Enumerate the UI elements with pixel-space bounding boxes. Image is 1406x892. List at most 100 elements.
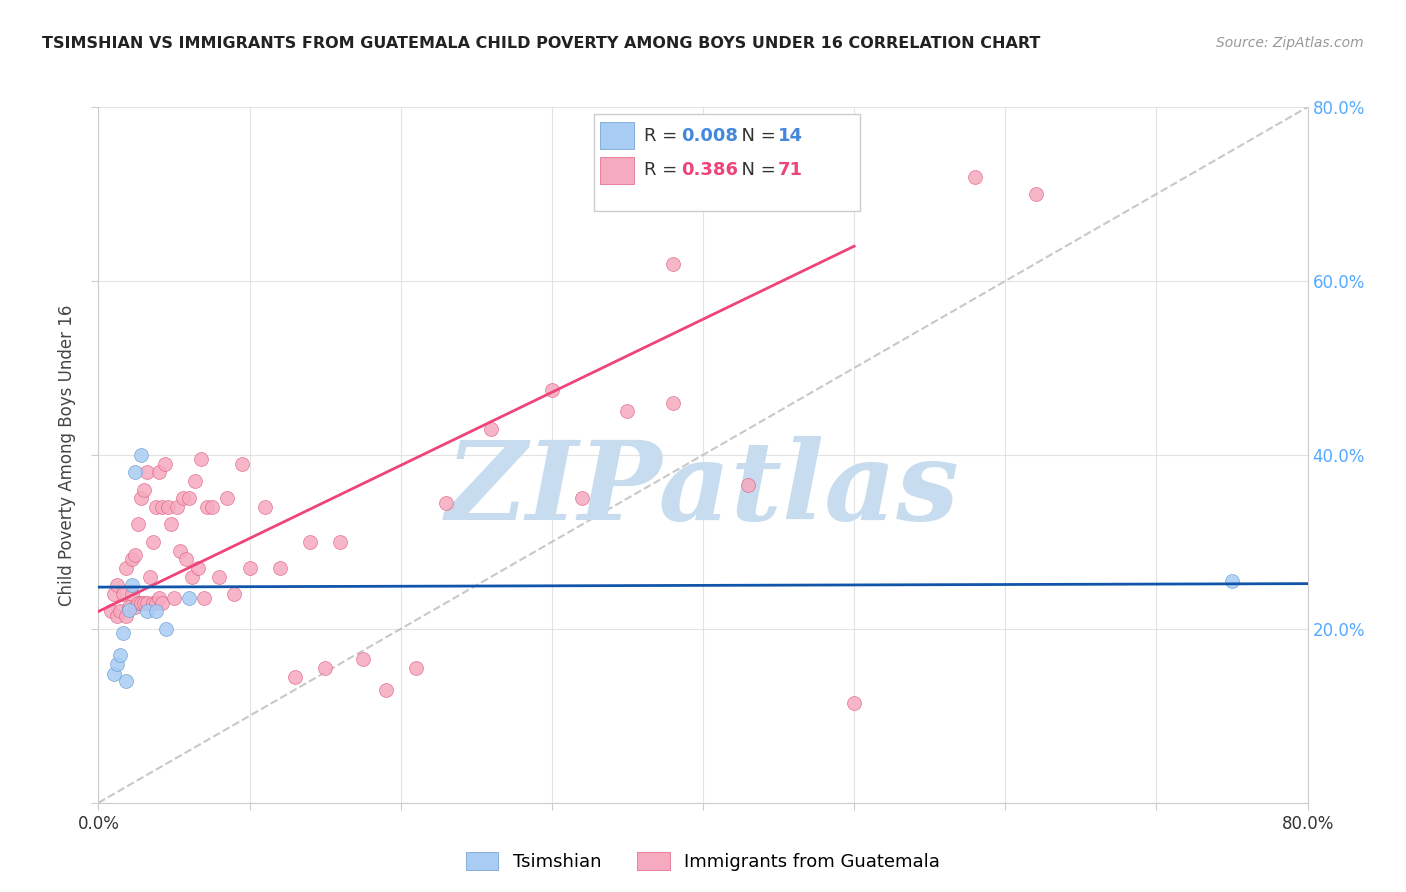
Text: 14: 14 xyxy=(778,127,803,145)
Point xyxy=(540,383,562,397)
Point xyxy=(662,396,685,410)
FancyBboxPatch shape xyxy=(595,114,860,211)
Point xyxy=(114,561,136,575)
Point xyxy=(179,491,201,506)
Point xyxy=(253,500,276,514)
Point xyxy=(156,500,179,514)
Y-axis label: Child Poverty Among Boys Under 16: Child Poverty Among Boys Under 16 xyxy=(58,304,76,606)
Point xyxy=(329,534,352,549)
Point xyxy=(737,478,759,492)
Point xyxy=(129,596,152,610)
Point xyxy=(132,483,155,497)
Point xyxy=(405,661,427,675)
Point xyxy=(127,596,149,610)
Point xyxy=(163,591,186,606)
Bar xyxy=(600,122,634,149)
Point xyxy=(129,491,152,506)
Point xyxy=(1220,574,1243,588)
Point xyxy=(139,570,162,584)
Point xyxy=(155,622,177,636)
Point xyxy=(434,496,457,510)
Point xyxy=(224,587,246,601)
Point xyxy=(195,500,218,514)
Point xyxy=(215,491,238,506)
Point xyxy=(172,491,194,506)
Point xyxy=(148,466,170,480)
Point xyxy=(124,548,146,562)
Text: N =: N = xyxy=(730,127,782,145)
Point xyxy=(239,561,262,575)
Point xyxy=(187,561,209,575)
Point xyxy=(231,457,253,471)
Text: TSIMSHIAN VS IMMIGRANTS FROM GUATEMALA CHILD POVERTY AMONG BOYS UNDER 16 CORRELA: TSIMSHIAN VS IMMIGRANTS FROM GUATEMALA C… xyxy=(42,36,1040,51)
Point xyxy=(124,466,146,480)
Point xyxy=(150,500,173,514)
Point xyxy=(132,596,155,610)
Point xyxy=(153,457,176,471)
Point xyxy=(108,605,131,619)
Point xyxy=(662,256,685,270)
Point xyxy=(118,603,141,617)
Point xyxy=(145,596,167,610)
Point xyxy=(193,591,215,606)
Point xyxy=(374,682,396,697)
Point xyxy=(145,500,167,514)
Point xyxy=(208,570,231,584)
Point xyxy=(169,543,191,558)
Point xyxy=(105,578,128,592)
Point xyxy=(148,591,170,606)
Point xyxy=(616,404,638,418)
Point xyxy=(314,661,336,675)
Point xyxy=(121,578,143,592)
Point xyxy=(121,587,143,601)
Point xyxy=(118,600,141,615)
Point xyxy=(103,587,125,601)
Point xyxy=(100,605,122,619)
Bar xyxy=(600,157,634,184)
Point xyxy=(111,626,134,640)
Point xyxy=(201,500,224,514)
Point xyxy=(127,517,149,532)
Point xyxy=(284,670,307,684)
Text: R =: R = xyxy=(644,161,683,179)
Point xyxy=(571,491,593,506)
Point xyxy=(166,500,188,514)
Text: Source: ZipAtlas.com: Source: ZipAtlas.com xyxy=(1216,36,1364,50)
Point xyxy=(299,534,322,549)
Point xyxy=(184,474,207,488)
Point xyxy=(142,534,165,549)
Text: 0.386: 0.386 xyxy=(682,161,738,179)
Point xyxy=(114,674,136,689)
Point xyxy=(114,608,136,623)
Text: 0.008: 0.008 xyxy=(682,127,738,145)
Point xyxy=(105,608,128,623)
Point xyxy=(108,648,131,662)
Point xyxy=(150,596,173,610)
Point xyxy=(269,561,291,575)
Point xyxy=(844,696,866,710)
Text: N =: N = xyxy=(730,161,782,179)
Point xyxy=(352,652,374,666)
Point xyxy=(121,552,143,566)
Point xyxy=(124,600,146,615)
Point xyxy=(145,605,167,619)
Point xyxy=(135,605,157,619)
Point xyxy=(179,591,201,606)
Point xyxy=(142,596,165,610)
Point xyxy=(111,587,134,601)
Point xyxy=(481,422,503,436)
Point xyxy=(181,570,204,584)
Point xyxy=(103,667,125,681)
Text: ZIPatlas: ZIPatlas xyxy=(446,436,960,543)
Point xyxy=(135,466,157,480)
Point xyxy=(190,452,212,467)
Point xyxy=(1024,187,1046,202)
Point xyxy=(135,596,157,610)
Point xyxy=(965,169,987,184)
Point xyxy=(174,552,197,566)
Text: 71: 71 xyxy=(778,161,803,179)
Text: R =: R = xyxy=(644,127,683,145)
Point xyxy=(160,517,183,532)
Point xyxy=(105,657,128,671)
Legend: Tsimshian, Immigrants from Guatemala: Tsimshian, Immigrants from Guatemala xyxy=(458,845,948,879)
